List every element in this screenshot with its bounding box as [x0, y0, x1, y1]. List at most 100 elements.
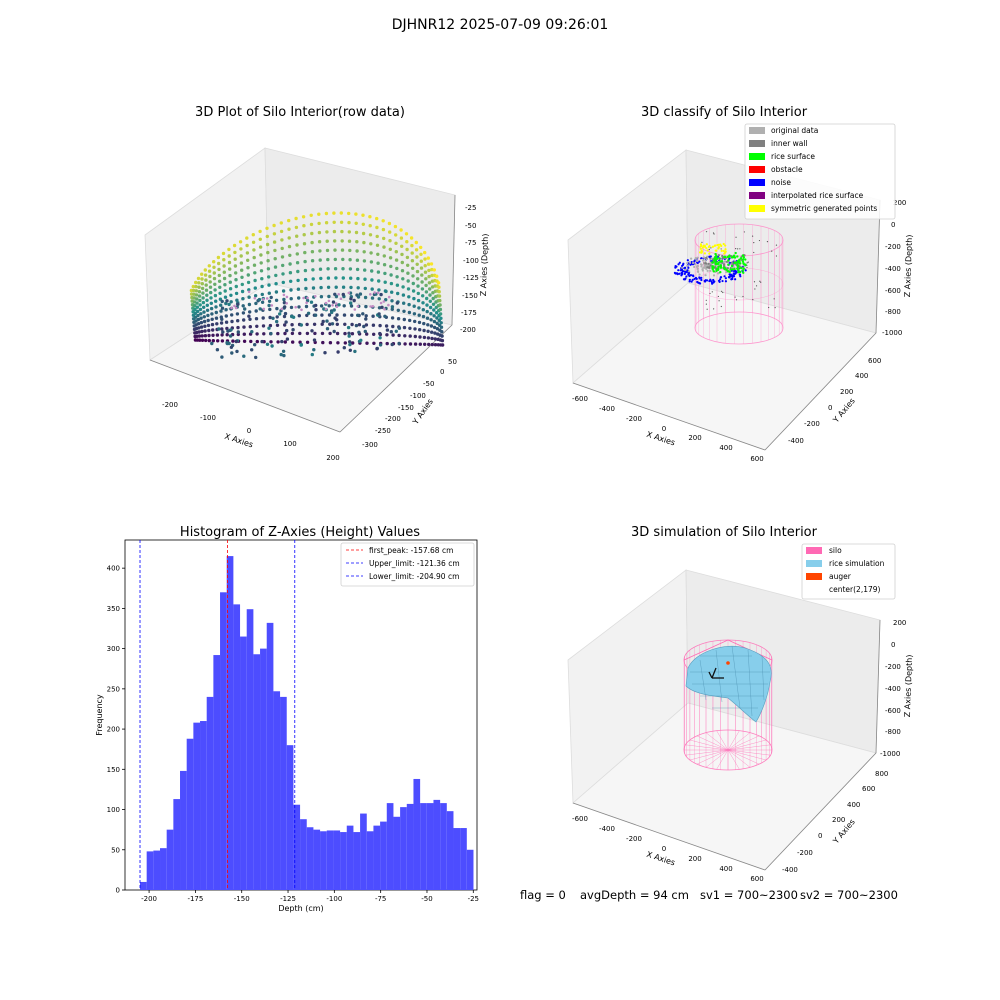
classify-z-tick: -600 [885, 287, 901, 295]
raw-point [435, 316, 439, 320]
raw-point [265, 297, 269, 300]
raw-point [335, 318, 339, 322]
histogram-bar [460, 828, 467, 890]
classify-point [735, 299, 738, 301]
classify-point [694, 257, 697, 260]
raw-point [208, 280, 212, 284]
raw-point [385, 333, 389, 337]
raw-point [314, 295, 317, 298]
raw-point [206, 323, 211, 328]
raw-point [209, 296, 213, 300]
raw-point [282, 293, 286, 297]
raw-point [228, 287, 233, 291]
raw-point [260, 300, 265, 304]
raw-point [266, 267, 271, 271]
raw-point [429, 312, 433, 316]
raw-point [230, 306, 233, 310]
raw-point [267, 303, 271, 308]
raw-point [283, 323, 287, 327]
raw-point [204, 278, 208, 282]
raw-point [211, 333, 215, 337]
raw-point [395, 283, 400, 287]
classify-point [700, 249, 703, 252]
raw-point [193, 307, 197, 312]
raw-point [325, 248, 330, 253]
histogram-bar [300, 819, 307, 890]
raw-point [259, 269, 264, 273]
raw-point [387, 295, 391, 299]
raw-point [198, 303, 202, 307]
raw-point [394, 329, 398, 333]
raw-point [285, 328, 289, 333]
raw-point [391, 324, 395, 329]
raw-point [422, 328, 426, 333]
raw-point [245, 243, 249, 248]
raw-point [423, 270, 428, 274]
raw-point [305, 340, 310, 344]
raw-point [407, 310, 412, 315]
raw-point [325, 319, 329, 323]
raw-point [355, 240, 359, 244]
raw-point [225, 299, 229, 303]
raw-point [217, 273, 221, 278]
raw-point [354, 230, 359, 235]
classify-point [701, 241, 703, 243]
classify-point [678, 261, 681, 264]
raw-point [201, 296, 205, 300]
raw-point [265, 226, 269, 230]
raw-point [328, 331, 332, 336]
raw-point [266, 259, 270, 263]
raw-point [357, 323, 362, 327]
raw-point [310, 329, 314, 333]
raw-point [437, 285, 441, 289]
raw-point [396, 317, 401, 321]
histogram-x-tick: -125 [280, 895, 296, 903]
raw-point [223, 283, 227, 287]
histogram-y-tick: 300 [107, 645, 120, 653]
raw-y-tick: 50 [448, 358, 457, 366]
raw-point [272, 232, 277, 236]
raw-point [414, 240, 418, 245]
simulation-y-ticks: 800 600 400 200 0 -200 -400 [782, 770, 888, 874]
classify-point [752, 298, 754, 301]
classify-point [743, 231, 745, 233]
raw-point [227, 247, 231, 252]
classify-x-ticks: -600 -400 -200 0 200 400 600 [572, 395, 764, 463]
classify-point [775, 255, 778, 257]
raw-point [209, 301, 213, 305]
raw-point [433, 337, 437, 341]
raw-point [347, 220, 351, 225]
raw-point [212, 265, 216, 269]
simulation-x-label: X Axies [645, 850, 676, 868]
raw-point [332, 220, 336, 224]
classify-point [681, 263, 685, 266]
classify-point [746, 266, 748, 269]
raw-point [412, 296, 416, 301]
raw-point [220, 339, 225, 343]
raw-point [209, 290, 213, 295]
classify-point [699, 247, 702, 250]
raw-point [275, 319, 279, 324]
histogram-bar [386, 803, 394, 890]
histogram-y-tick: 350 [107, 605, 120, 613]
raw-point [295, 261, 300, 265]
raw-point [349, 285, 353, 290]
raw-point [311, 268, 315, 272]
histogram-x-tick: -25 [468, 895, 479, 903]
raw-point [336, 341, 340, 345]
raw-point [273, 265, 278, 269]
raw-point [211, 328, 215, 332]
histogram-bar [240, 636, 247, 890]
raw-point [381, 219, 385, 223]
raw-point [287, 218, 291, 223]
raw-point [364, 304, 368, 309]
raw-point [370, 287, 374, 291]
raw-point [406, 263, 410, 267]
simulation-x-tick: 600 [750, 875, 763, 883]
raw-point [296, 269, 300, 274]
raw-point [273, 257, 277, 261]
raw-point [379, 292, 383, 297]
histogram-bar [253, 654, 261, 890]
classify-point [683, 272, 686, 275]
classify-point [738, 262, 742, 265]
